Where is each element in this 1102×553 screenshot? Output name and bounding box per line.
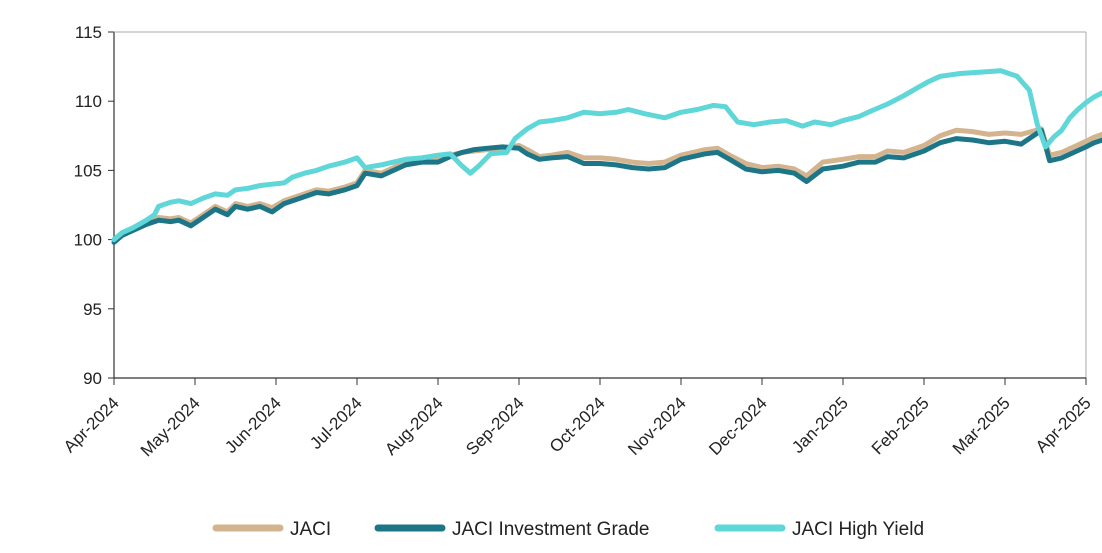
x-tick-label: Aug-2024 xyxy=(381,393,447,459)
y-tick-label: 90 xyxy=(83,369,102,388)
legend: JACI JACI Investment Grade JACI High Yield xyxy=(212,519,924,540)
x-tick-label: Nov-2024 xyxy=(624,393,690,459)
y-tick-label: 115 xyxy=(75,23,102,42)
x-tick-label: Apr-2025 xyxy=(1032,393,1095,456)
legend-label: JACI xyxy=(290,519,331,540)
x-tick-label: Jan-2025 xyxy=(788,393,852,457)
y-tick-label: 110 xyxy=(75,92,102,111)
x-axis-ticks: Apr-2024 May-2024 Jun-2024 Jul-2024 Aug-2024… xyxy=(60,378,1095,460)
x-tick-label: May-2024 xyxy=(137,393,204,460)
y-tick-label: 105 xyxy=(74,161,102,180)
x-tick-label: Jun-2024 xyxy=(221,393,285,457)
series-line-jaci-high-yield xyxy=(111,68,1102,243)
x-tick-label: Mar-2025 xyxy=(949,393,1014,458)
series-lines xyxy=(111,68,1102,245)
x-tick-label: Jul-2024 xyxy=(306,393,366,453)
x-tick-label: Sep-2024 xyxy=(462,393,528,459)
y-tick-label: 100 xyxy=(74,231,102,250)
legend-label: JACI High Yield xyxy=(792,519,924,540)
y-axis-ticks: 90 95 100 105 110 115 xyxy=(74,23,114,388)
y-tick-label: 95 xyxy=(83,300,102,319)
x-tick-label: Oct-2024 xyxy=(546,393,609,456)
series-line-jaci xyxy=(111,126,1102,243)
x-tick-label: Dec-2024 xyxy=(705,393,771,459)
series-line-jaci-investment-grade xyxy=(111,127,1102,245)
x-tick-label: Feb-2025 xyxy=(868,393,933,458)
legend-label: JACI Investment Grade xyxy=(452,519,649,540)
x-tick-label: Apr-2024 xyxy=(60,393,123,456)
